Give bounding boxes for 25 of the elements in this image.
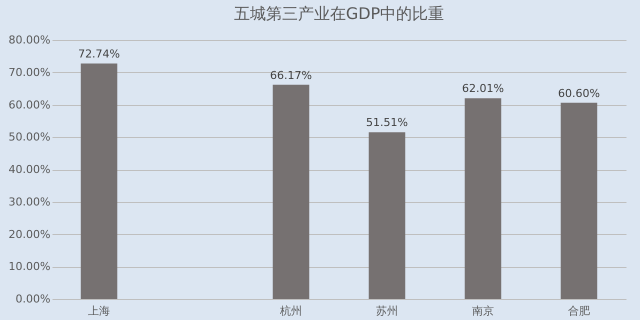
- y-tick-label: 70.00%: [8, 66, 50, 79]
- y-tick-label: 10.00%: [8, 260, 50, 274]
- y-tick-label: 80.00%: [8, 34, 50, 46]
- y-tick-label: 0.00%: [16, 292, 50, 306]
- x-tick-label: 苏州: [376, 304, 398, 318]
- data-label: 51.51%: [366, 116, 408, 130]
- data-label: 60.60%: [558, 86, 600, 100]
- x-tick-label: 合肥: [568, 304, 590, 318]
- y-tick-label: 30.00%: [8, 195, 50, 208]
- x-tick-label: 上海: [88, 304, 110, 318]
- y-tick-label: 60.00%: [8, 98, 50, 112]
- bar: [80, 64, 118, 299]
- y-tick-label: 50.00%: [8, 130, 50, 144]
- y-tick-label: 20.00%: [8, 228, 50, 241]
- data-label: 66.17%: [270, 68, 312, 82]
- data-label: 72.74%: [78, 48, 120, 61]
- bar: [464, 98, 502, 299]
- x-tick-label: 杭州: [279, 304, 302, 318]
- bar: [272, 84, 310, 299]
- bar: [560, 102, 598, 299]
- data-label: 62.01%: [462, 82, 504, 96]
- x-tick-label: 南京: [472, 304, 494, 318]
- bar: [368, 132, 406, 299]
- y-tick-label: 40.00%: [8, 163, 50, 176]
- chart-title: 五城第三产业在GDP中的比重: [234, 4, 444, 23]
